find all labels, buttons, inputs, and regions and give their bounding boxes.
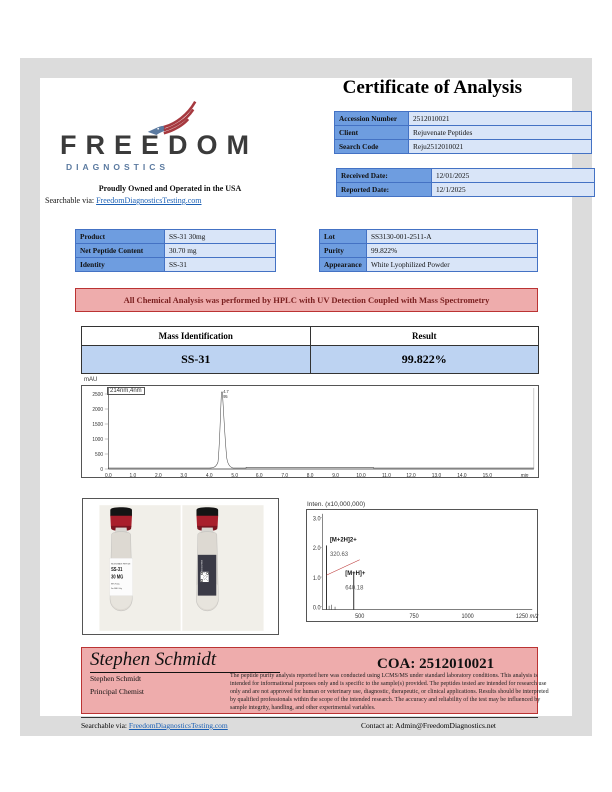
svg-text:2500: 2500 — [92, 392, 103, 398]
svg-text:1250: 1250 — [516, 614, 529, 620]
svg-text:4.0: 4.0 — [206, 473, 213, 479]
svg-text:[M+H]+: [M+H]+ — [345, 570, 365, 577]
svg-text:14.0: 14.0 — [457, 473, 466, 479]
svg-text:2.0: 2.0 — [313, 546, 321, 552]
svg-text:0: 0 — [100, 467, 103, 473]
svg-text:15.0: 15.0 — [483, 473, 492, 479]
svg-text:2000: 2000 — [92, 407, 103, 413]
svg-text:11.0: 11.0 — [382, 473, 391, 479]
svg-text:640.18: 640.18 — [345, 584, 364, 591]
svg-text:1000: 1000 — [92, 437, 103, 443]
svg-text:0.0: 0.0 — [313, 605, 321, 611]
svg-text:3.0: 3.0 — [180, 473, 187, 479]
svg-text:95: 95 — [223, 394, 228, 399]
svg-text:10.0: 10.0 — [356, 473, 365, 479]
svg-text:30 MG: 30 MG — [111, 574, 124, 580]
svg-text:1000: 1000 — [461, 614, 474, 620]
svg-text:320.63: 320.63 — [330, 551, 349, 558]
svg-text:SS-31: SS-31 — [111, 567, 123, 573]
svg-text:[M+2H]2+: [M+2H]2+ — [330, 536, 357, 543]
svg-text:1500: 1500 — [92, 422, 103, 428]
svg-text:1.0: 1.0 — [313, 576, 321, 582]
svg-text:1.0: 1.0 — [130, 473, 137, 479]
svg-text:min: min — [521, 473, 529, 479]
svg-text:500: 500 — [355, 614, 365, 620]
svg-text:12.0: 12.0 — [406, 473, 415, 479]
svg-text:6.0: 6.0 — [256, 473, 263, 479]
svg-text:m/z: m/z — [530, 614, 539, 620]
svg-text:5.0: 5.0 — [231, 473, 238, 479]
svg-text:0.0: 0.0 — [105, 473, 112, 479]
svg-text:2.0: 2.0 — [155, 473, 162, 479]
svg-text:7.0: 7.0 — [281, 473, 288, 479]
svg-text:13.0: 13.0 — [432, 473, 441, 479]
svg-text:3.0: 3.0 — [313, 516, 321, 522]
svg-text:9.0: 9.0 — [332, 473, 339, 479]
svg-text:750: 750 — [409, 614, 419, 620]
svg-text:8.0: 8.0 — [307, 473, 314, 479]
svg-text:500: 500 — [95, 452, 103, 458]
